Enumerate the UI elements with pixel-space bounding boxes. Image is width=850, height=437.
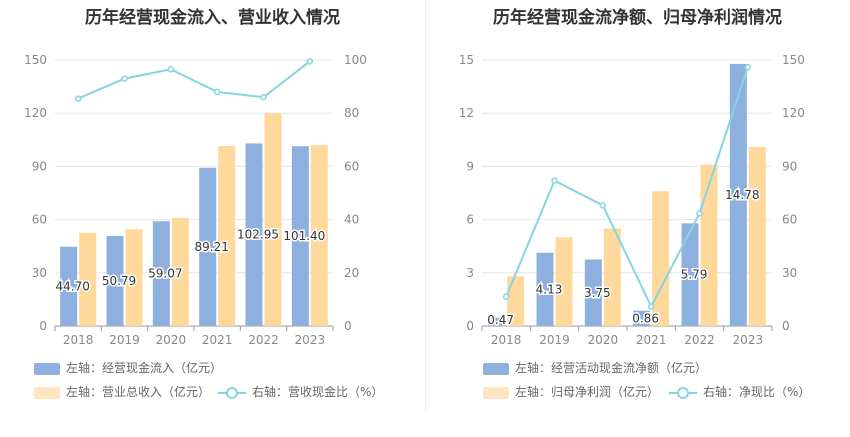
line-series: [77, 60, 311, 100]
bar-orange: [603, 228, 621, 326]
y-left-tick-label: 6: [466, 213, 474, 227]
cash-inflow-chart-panel: 历年经营现金流入、营业收入情况 0 30 60 90 120 150 0 20 40 60 80 10…: [24, 8, 383, 399]
data-label: 14.78: [725, 188, 759, 202]
data-label: 44.70: [55, 279, 89, 293]
cash-inflow-chart: 0 30 60 90 120 150 0 20 40 60 80 100 2018 2019 2020 202…: [24, 53, 367, 347]
x-tick-label: 2021: [202, 333, 233, 347]
x-tick-label: 2020: [156, 333, 187, 347]
line-point: [260, 93, 267, 101]
y-right-tick-label: 60: [344, 159, 359, 173]
line-point: [744, 63, 752, 71]
x-tick-label: 2018: [491, 333, 522, 347]
bar-blue: [60, 246, 78, 326]
bar-orange: [79, 232, 97, 326]
line-point: [306, 58, 314, 65]
y-left-tick-label: 0: [466, 319, 474, 333]
x-tick-label: 2022: [684, 333, 715, 347]
y-left-tick-label: 60: [32, 213, 47, 227]
y-left-tick-label: 0: [39, 319, 47, 333]
bar-blue: [488, 317, 506, 326]
bar-orange: [652, 191, 670, 326]
bar-orange: [555, 237, 573, 326]
line-point: [213, 88, 221, 96]
line-point: [121, 75, 128, 82]
line-point: [167, 66, 175, 73]
data-label: 89.21: [194, 240, 228, 254]
x-tick-label: 2022: [248, 333, 279, 347]
chart-title: 历年经营现金流入、营业收入情况: [85, 8, 340, 28]
bar-blue: [152, 221, 170, 326]
y-left-tick-label: 150: [24, 53, 47, 67]
line-point: [599, 202, 607, 209]
net-cash-flow-chart-panel: 历年经营现金流净额、归母净利润情况 0 3 6 9 12 15 0 30 60 90 120 150 2…: [425, 0, 850, 437]
bar-orange: [171, 217, 189, 326]
y-left-tick-label: 90: [32, 159, 47, 173]
y-left-tick-label: 120: [24, 106, 47, 120]
line-point: [647, 303, 655, 310]
bar-blue: [536, 252, 554, 326]
data-label: 3.75: [584, 286, 611, 300]
chart-title: 历年经营现金流净额、归母净利润情况: [493, 8, 782, 28]
y-right-tick-label: 60: [782, 213, 797, 227]
line-point: [502, 293, 510, 300]
data-label: 50.79: [102, 274, 136, 288]
bar-blue: [633, 310, 651, 326]
y-left-tick-label: 30: [32, 266, 47, 280]
data-label: 0.86: [632, 311, 659, 325]
line-point: [696, 210, 703, 217]
bar-blue: [584, 259, 602, 326]
y-right-tick-label: 20: [344, 266, 359, 280]
y-left-tick-label: 12: [459, 106, 474, 120]
x-tick-label: 2023: [295, 333, 326, 347]
y-right-tick-label: 120: [782, 106, 805, 120]
bar-orange: [507, 276, 525, 326]
y-right-tick-label: 0: [782, 319, 790, 333]
data-label: 4.13: [536, 282, 563, 296]
y-right-tick-label: 0: [344, 319, 352, 333]
bar-orange: [264, 113, 282, 326]
bar-orange: [125, 229, 143, 326]
data-label: 5.79: [681, 268, 708, 282]
y-right-tick-label: 80: [344, 106, 359, 120]
y-right-tick-label: 150: [782, 53, 805, 67]
bar-blue: [245, 143, 263, 326]
x-tick-label: 2018: [63, 333, 94, 347]
line-point: [74, 95, 82, 102]
x-tick-label: 2019: [539, 333, 570, 347]
x-tick-label: 2021: [636, 333, 667, 347]
bar-blue: [729, 63, 747, 326]
bar-orange: [700, 164, 718, 326]
bar-blue: [199, 167, 217, 326]
bar-orange: [310, 145, 328, 326]
y-right-tick-label: 90: [782, 159, 797, 173]
line-series: [505, 66, 749, 309]
x-tick-label: 2023: [733, 333, 764, 347]
x-tick-label: 2019: [109, 333, 140, 347]
y-left-tick-label: 15: [459, 53, 474, 67]
data-label: 102.95: [237, 228, 279, 242]
bar-blue: [106, 235, 124, 326]
y-left-tick-label: 3: [466, 266, 474, 280]
data-label: 0.47: [487, 313, 514, 327]
data-label: 101.40: [283, 229, 325, 243]
data-label: 59.07: [148, 267, 182, 281]
y-right-tick-label: 40: [344, 213, 359, 227]
panel-divider: [425, 0, 426, 410]
x-tick-label: 2020: [588, 333, 619, 347]
bar-orange: [748, 146, 766, 326]
line-point: [551, 177, 558, 184]
y-left-tick-label: 9: [466, 159, 474, 173]
bar-orange: [218, 146, 236, 326]
bar-blue: [291, 146, 309, 326]
y-right-tick-label: 30: [782, 266, 797, 280]
bar-blue: [681, 223, 699, 326]
y-right-tick-label: 100: [344, 53, 367, 67]
